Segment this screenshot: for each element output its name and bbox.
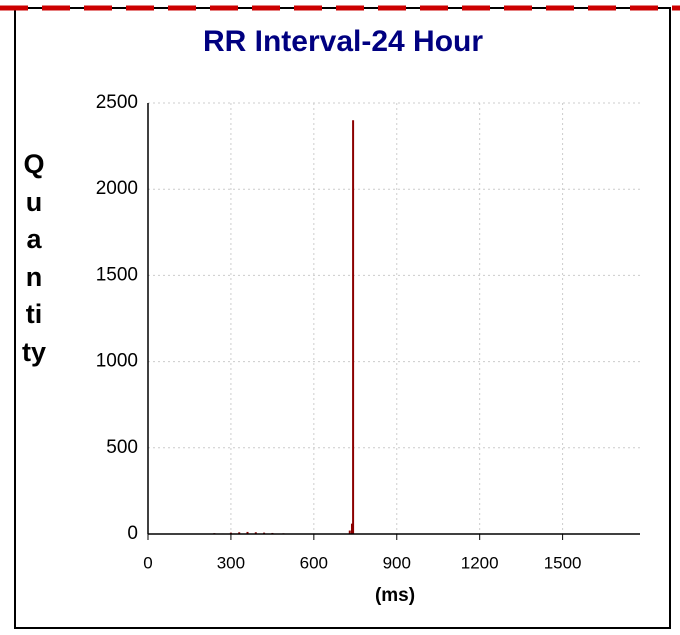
bar — [350, 523, 353, 534]
bar — [246, 531, 249, 534]
y-tick-label: 2500 — [96, 92, 138, 113]
y-tick-label: 1500 — [96, 264, 138, 285]
x-axis-label: (ms) — [375, 585, 415, 606]
y-axis-label: Quantity — [22, 149, 47, 367]
bar — [352, 120, 355, 535]
y-tick-label: 2000 — [96, 178, 138, 199]
y-tick-label: 1000 — [96, 351, 138, 372]
x-tick-label: 600 — [300, 553, 328, 572]
x-tick-label: 900 — [383, 553, 411, 572]
bar — [348, 530, 351, 534]
x-tick-label: 1200 — [461, 553, 499, 572]
x-tick-label: 0 — [143, 553, 152, 572]
y-tick-label: 500 — [106, 437, 138, 458]
bar — [238, 532, 241, 534]
y-tick-label: 0 — [127, 523, 138, 544]
x-tick-label: 1500 — [544, 553, 582, 572]
chart-title: RR Interval-24 Hour — [203, 25, 483, 58]
x-tick-label: 300 — [217, 553, 245, 572]
bar — [254, 532, 257, 534]
